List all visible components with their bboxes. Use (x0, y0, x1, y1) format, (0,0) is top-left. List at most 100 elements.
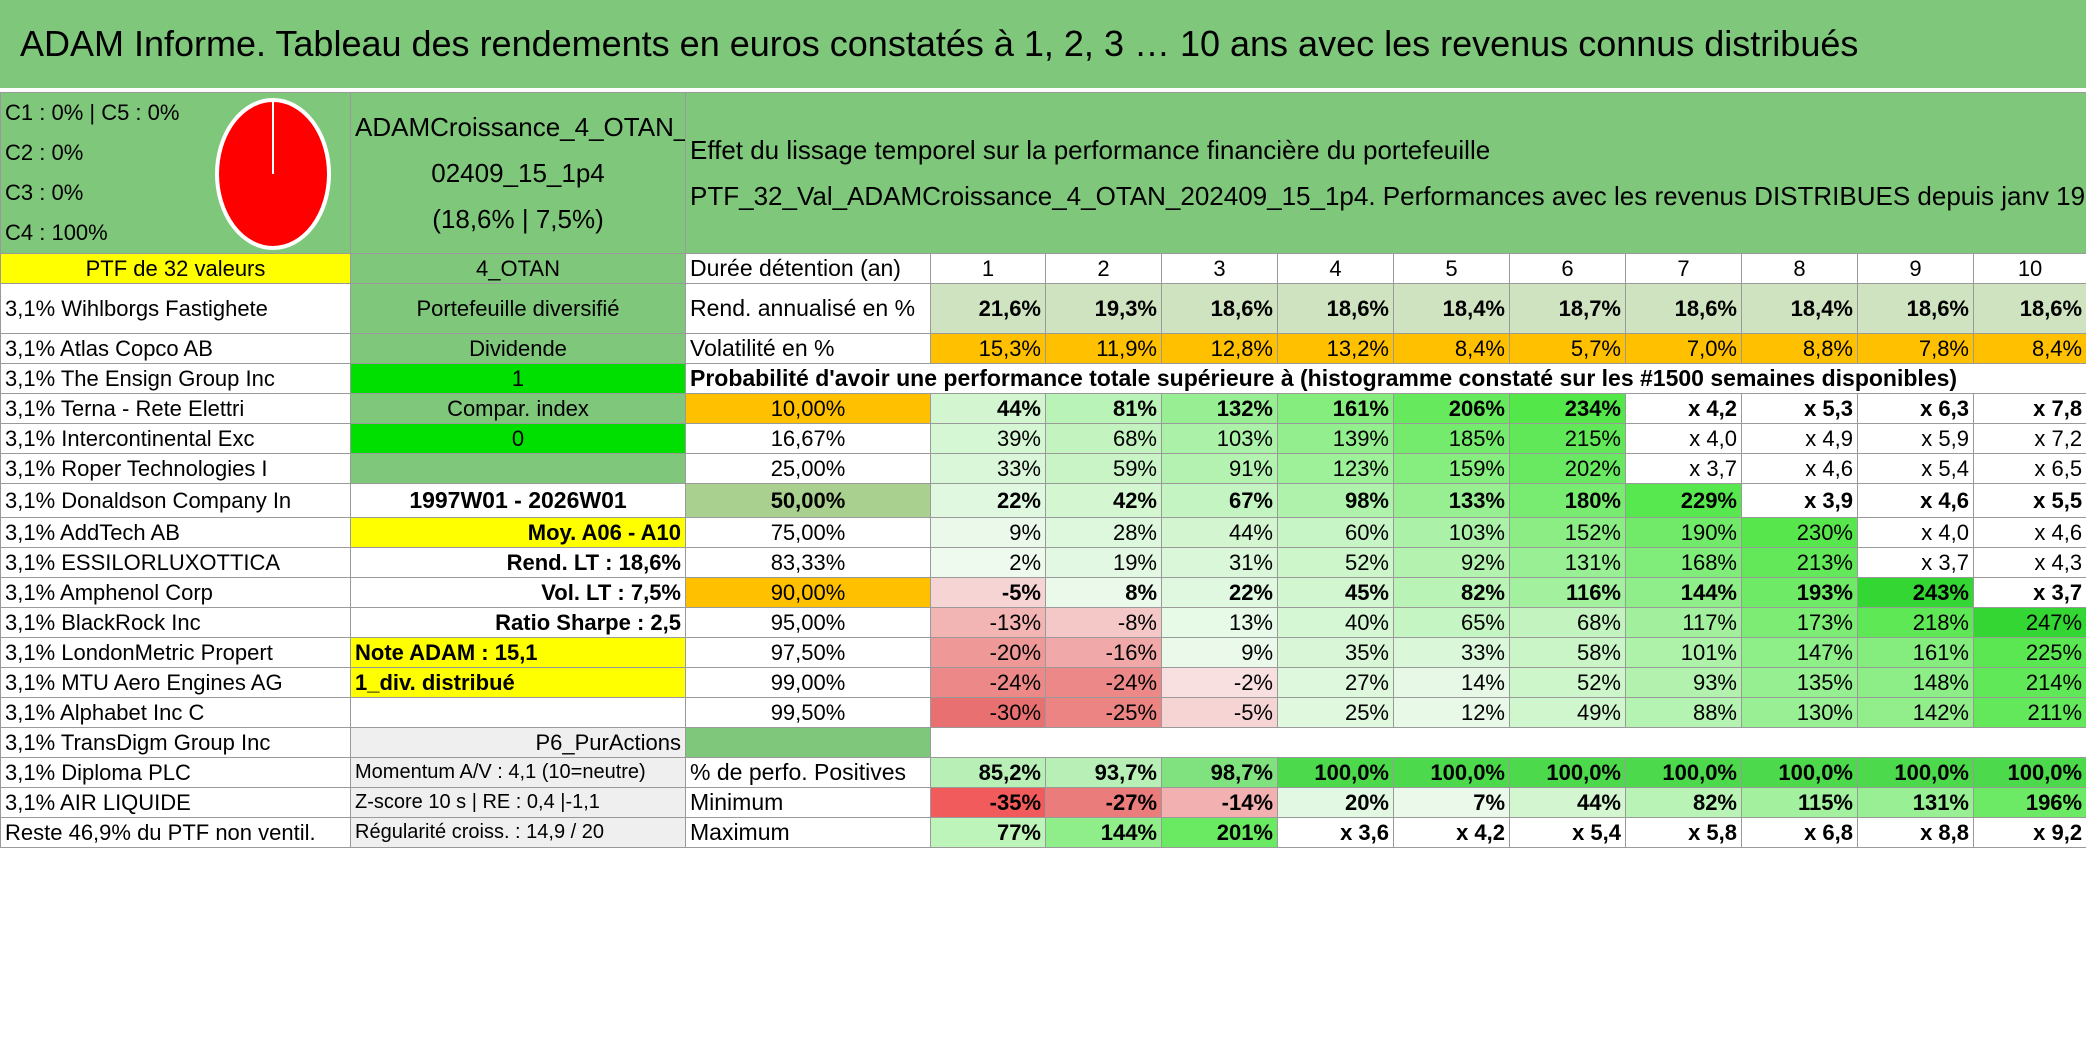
vol-value: 8,4% (1393, 333, 1510, 364)
probability-value: 139% (1277, 423, 1394, 454)
probability-value: 88% (1625, 697, 1742, 728)
min-value: -27% (1045, 787, 1162, 818)
max-value: x 6,8 (1741, 817, 1858, 848)
probability-threshold: 97,50% (685, 637, 931, 668)
empty-cell (350, 453, 686, 484)
probability-value: 225% (1972, 637, 2086, 668)
probability-value: -2% (1161, 667, 1278, 698)
probability-value: 44% (930, 393, 1046, 424)
probability-value: x 5,3 (1741, 393, 1858, 424)
year-header: 5 (1393, 253, 1510, 284)
rend-value: 19,3% (1045, 283, 1162, 334)
probability-value: -16% (1045, 637, 1162, 668)
probability-value: 22% (930, 483, 1046, 518)
probability-threshold: 83,33% (685, 547, 931, 578)
table-row: 3,1% ESSILORLUXOTTICA Rend. LT : 18,6% 83,… (0, 547, 2086, 578)
empty-cell (685, 727, 931, 758)
max-value: x 9,2 (1972, 817, 2086, 848)
duration-label: Durée détention (an) (685, 253, 931, 284)
holding-name: 3,1% Atlas Copco AB (0, 333, 351, 364)
probability-value: 152% (1509, 517, 1626, 548)
legend-c1-c5: C1 : 0% | C5 : 0% (5, 100, 180, 125)
probability-value: x 4,6 (1741, 453, 1858, 484)
probability-value: 33% (1393, 637, 1510, 668)
positive-value: 100,0% (1277, 757, 1394, 788)
probability-value: x 6,5 (1972, 453, 2086, 484)
table-row: 3,1% AddTech AB Moy. A06 - A10 75,00% 9% 28%… (0, 517, 2086, 548)
probability-value: 45% (1277, 577, 1394, 608)
probability-value: 180% (1509, 483, 1626, 518)
moy-label: Moy. A06 - A10 (350, 517, 686, 548)
probability-value: x 3,7 (1625, 453, 1742, 484)
probability-value: 211% (1972, 697, 2086, 728)
probability-value: x 5,4 (1857, 453, 1974, 484)
rend-value: 18,6% (1277, 283, 1394, 334)
portfolio-name: ADAMCroissance_4_OTAN_2 02409_15_1p4 (18… (350, 92, 686, 254)
probability-threshold: 90,00% (685, 577, 931, 608)
rend-value: 18,6% (1972, 283, 2086, 334)
positive-value: 100,0% (1972, 757, 2086, 788)
holding-name: 3,1% Amphenol Corp (0, 577, 351, 608)
probability-value: 9% (1161, 637, 1278, 668)
probability-value: 81% (1045, 393, 1162, 424)
vol-value: 7,8% (1857, 333, 1974, 364)
vol-label: Volatilité en % (685, 333, 931, 364)
probability-value: -24% (930, 667, 1046, 698)
probability-value: 28% (1045, 517, 1162, 548)
probability-value: 103% (1161, 423, 1278, 454)
vol-value: 8,8% (1741, 333, 1858, 364)
zscore-label: Z-score 10 s | RE : 0,4 |-1,1 (350, 787, 686, 818)
probability-value: 142% (1857, 697, 1974, 728)
report-table: C1 : 0% | C5 : 0% C2 : 0% C3 : 0% C4 : 1… (0, 92, 2086, 848)
positive-value: 100,0% (1625, 757, 1742, 788)
probability-value: 52% (1277, 547, 1394, 578)
holding-name: 3,1% ESSILORLUXOTTICA (0, 547, 351, 578)
holding-name: 3,1% Wihlborgs Fastighete (0, 283, 351, 334)
probability-value: 92% (1393, 547, 1510, 578)
vol-value: 15,3% (930, 333, 1046, 364)
table-row: 3,1% Intercontinental Exc 0 16,67% 39% 68% 10… (0, 423, 2086, 454)
holding-name: 3,1% BlackRock Inc (0, 607, 351, 638)
table-row: PTF de 32 valeurs 4_OTAN Durée détention (… (0, 253, 2086, 284)
min-value: 7% (1393, 787, 1510, 818)
table-row: 3,1% Atlas Copco AB Dividende Volatilité e… (0, 333, 2086, 364)
rend-lt-label: Rend. LT : 18,6% (350, 547, 686, 578)
probability-value: 13% (1161, 607, 1278, 638)
max-value: x 3,6 (1277, 817, 1394, 848)
probability-threshold: 25,00% (685, 453, 931, 484)
positive-label: % de perfo. Positives (685, 757, 931, 788)
portfolio-name-line2: 02409_15_1p4 (431, 158, 605, 188)
probability-value: 117% (1625, 607, 1742, 638)
max-value: x 5,4 (1509, 817, 1626, 848)
probability-value: x 4,9 (1741, 423, 1858, 454)
table-row: 3,1% The Ensign Group Inc 1 Probabilité d'… (0, 363, 2086, 394)
rend-value: 21,6% (930, 283, 1046, 334)
probability-value: 173% (1741, 607, 1858, 638)
probability-value: 35% (1277, 637, 1394, 668)
holding-name: 3,1% AddTech AB (0, 517, 351, 548)
positive-value: 100,0% (1857, 757, 1974, 788)
table-row: 3,1% Wihlborgs Fastighete Portefeuille di… (0, 283, 2086, 334)
probability-value: 39% (930, 423, 1046, 454)
probability-value: 247% (1972, 607, 2086, 638)
probability-value: x 4,6 (1972, 517, 2086, 548)
probability-value: 214% (1972, 667, 2086, 698)
holding-name: 3,1% Donaldson Company In (0, 483, 351, 518)
table-row: 3,1% Terna - Rete Elettri Compar. index 10… (0, 393, 2086, 424)
empty-cell (350, 697, 686, 728)
probability-value: 33% (930, 453, 1046, 484)
vol-value: 5,7% (1509, 333, 1626, 364)
holding-name: 3,1% TransDigm Group Inc (0, 727, 351, 758)
table-row: 3,1% Donaldson Company In 1997W01 - 2026W… (0, 483, 2086, 518)
probability-value: x 3,7 (1857, 547, 1974, 578)
probability-threshold: 10,00% (685, 393, 931, 424)
probability-value: 67% (1161, 483, 1278, 518)
probability-value: 98% (1277, 483, 1394, 518)
probability-value: -5% (930, 577, 1046, 608)
positive-value: 100,0% (1741, 757, 1858, 788)
effect-description: Effet du lissage temporel sur la perform… (684, 92, 2086, 254)
probability-value: x 5,9 (1857, 423, 1974, 454)
probability-value: 22% (1161, 577, 1278, 608)
table-row: 3,1% BlackRock Inc Ratio Sharpe : 2,5 95,0… (0, 607, 2086, 638)
holding-name: 3,1% LondonMetric Propert (0, 637, 351, 668)
